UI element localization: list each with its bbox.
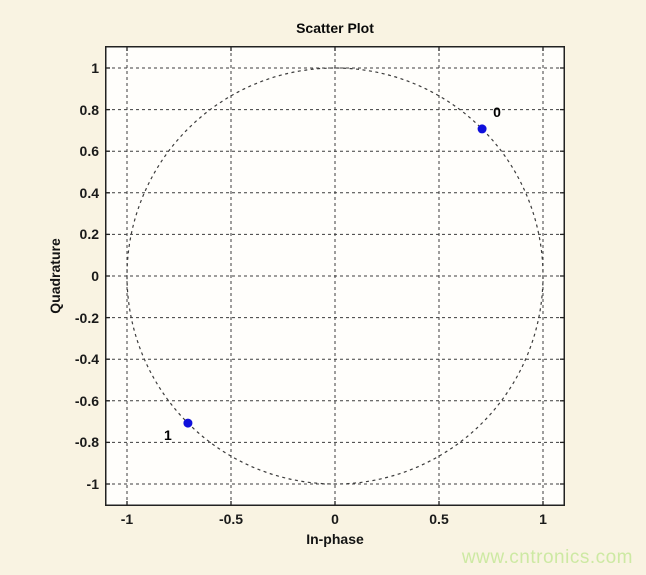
y-tick-label: -0.6 bbox=[74, 392, 99, 409]
axes-box bbox=[105, 46, 565, 506]
unit-circle bbox=[126, 67, 544, 485]
plot-area: 01 bbox=[105, 46, 565, 506]
x-tick-label: -1 bbox=[120, 511, 134, 527]
y-tick-label: -0.2 bbox=[74, 309, 99, 326]
y-tick-label: 1 bbox=[91, 60, 99, 76]
data-point bbox=[183, 418, 193, 428]
y-tick-label: -0.4 bbox=[74, 351, 99, 368]
x-tick-label: 0 bbox=[331, 511, 339, 527]
y-tick-label: 0 bbox=[91, 268, 99, 284]
x-axis-label: In-phase bbox=[306, 531, 364, 547]
y-tick-label: 0.6 bbox=[79, 143, 99, 160]
point-label: 1 bbox=[164, 427, 172, 443]
y-tick-label: 0.4 bbox=[79, 184, 99, 201]
data-point bbox=[477, 124, 487, 134]
point-label: 0 bbox=[493, 104, 501, 120]
x-tick-label: 1 bbox=[539, 511, 547, 527]
y-tick-label: 0.8 bbox=[79, 101, 99, 118]
y-tick-label: 0.2 bbox=[79, 226, 99, 243]
y-tick-label: -0.8 bbox=[74, 434, 99, 451]
x-tick-label: -0.5 bbox=[218, 511, 244, 527]
x-tick-label: 0.5 bbox=[429, 511, 449, 527]
watermark: www.cntronics.com bbox=[461, 547, 633, 568]
chart-title: Scatter Plot bbox=[296, 20, 374, 36]
y-tick-label: -1 bbox=[86, 476, 99, 492]
